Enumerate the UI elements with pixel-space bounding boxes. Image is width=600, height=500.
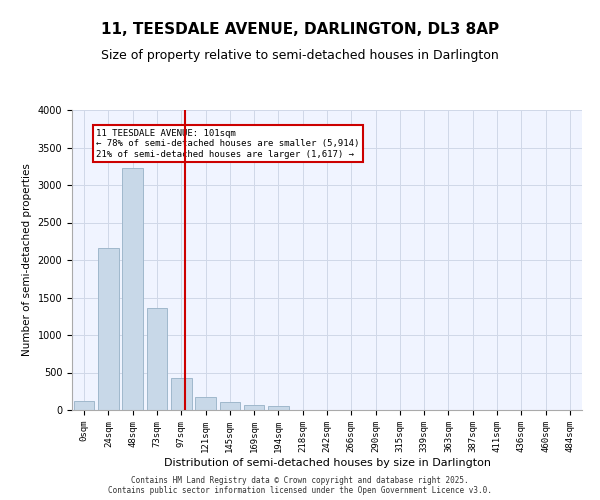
Bar xyxy=(146,308,167,410)
Bar xyxy=(268,406,289,410)
Text: Size of property relative to semi-detached houses in Darlington: Size of property relative to semi-detach… xyxy=(101,48,499,62)
Bar xyxy=(74,401,94,410)
Text: 11 TEESDALE AVENUE: 101sqm
← 78% of semi-detached houses are smaller (5,914)
21%: 11 TEESDALE AVENUE: 101sqm ← 78% of semi… xyxy=(96,128,359,158)
Bar xyxy=(220,402,240,410)
Y-axis label: Number of semi-detached properties: Number of semi-detached properties xyxy=(22,164,32,356)
Bar xyxy=(171,378,191,410)
Text: Contains HM Land Registry data © Crown copyright and database right 2025.
Contai: Contains HM Land Registry data © Crown c… xyxy=(108,476,492,495)
Bar xyxy=(244,405,265,410)
Bar xyxy=(122,168,143,410)
Bar xyxy=(98,248,119,410)
X-axis label: Distribution of semi-detached houses by size in Darlington: Distribution of semi-detached houses by … xyxy=(163,458,491,468)
Bar xyxy=(195,396,216,410)
Text: 11, TEESDALE AVENUE, DARLINGTON, DL3 8AP: 11, TEESDALE AVENUE, DARLINGTON, DL3 8AP xyxy=(101,22,499,38)
